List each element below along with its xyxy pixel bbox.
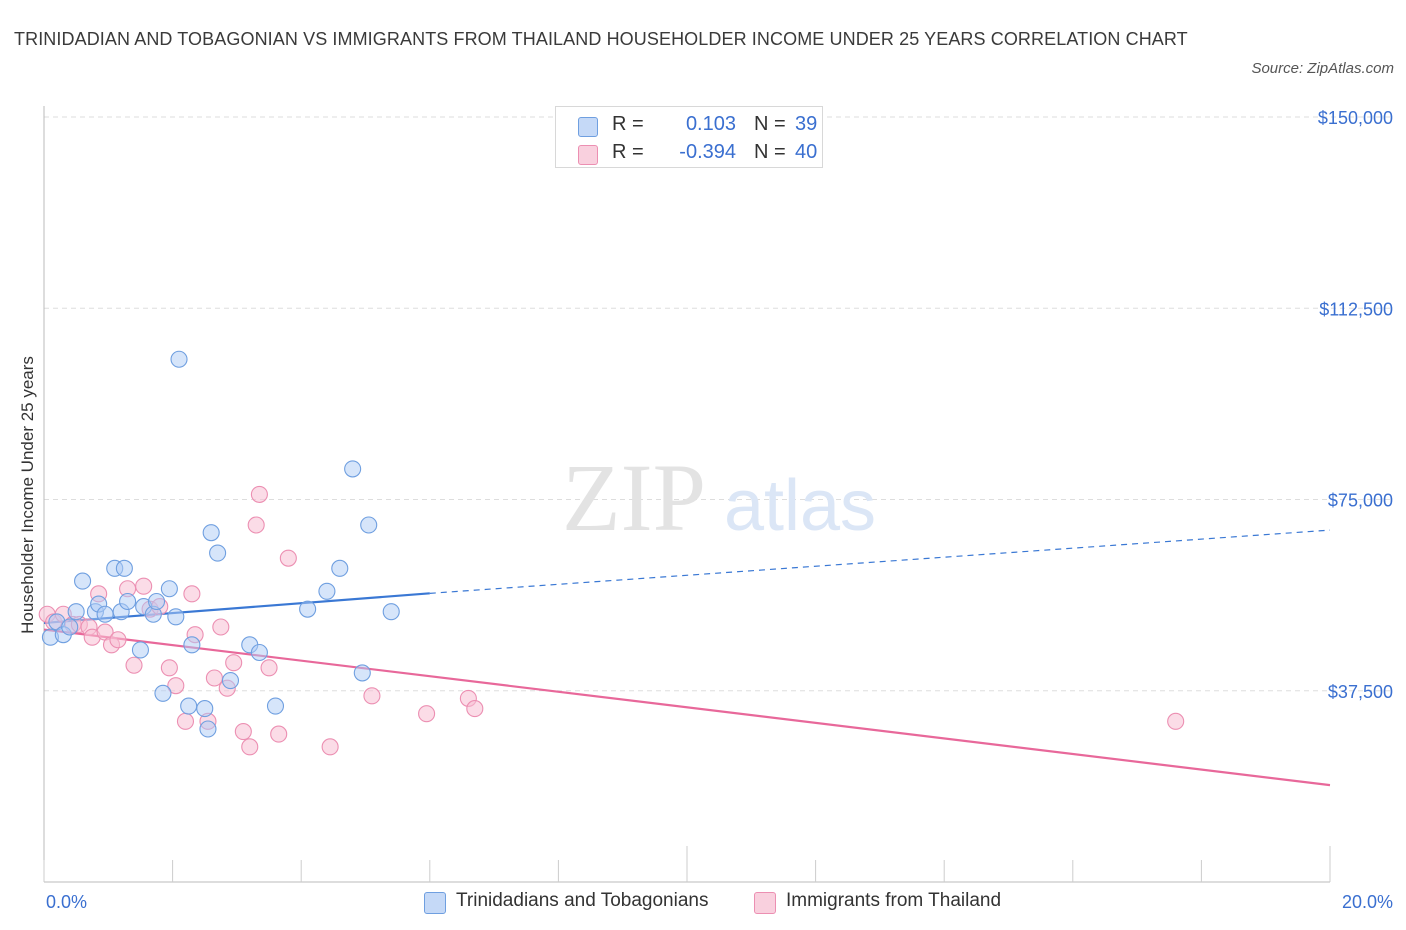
data-point-thailand	[250, 485, 268, 503]
bottom-legend-label: Trinidadians and Tobagonians	[456, 890, 709, 911]
gridlines	[44, 116, 1392, 692]
data-point-trinidadian	[221, 671, 240, 690]
data-point-thailand	[125, 656, 143, 674]
data-point-trinidadian	[67, 603, 85, 621]
data-point-thailand	[1167, 712, 1185, 730]
axes	[43, 106, 1331, 883]
data-point-thailand	[183, 585, 201, 603]
data-point-thailand	[270, 725, 288, 743]
bottom-legend-swatch-pink	[754, 892, 776, 914]
data-point-thailand	[321, 738, 339, 756]
data-point-trinidadian	[196, 700, 214, 718]
data-point-trinidadian	[170, 350, 188, 368]
bottom-legend-swatch-blue	[424, 892, 446, 914]
legend-swatch-pink	[578, 145, 598, 165]
data-point-trinidadian	[131, 641, 149, 659]
data-point-trinidadian	[61, 618, 79, 636]
data-point-trinidadian	[147, 592, 166, 611]
data-point-thailand	[212, 618, 230, 636]
data-point-thailand	[160, 659, 178, 677]
bottom-legend-label: Immigrants from Thailand	[786, 890, 1002, 911]
data-point-trinidadian	[344, 460, 362, 478]
watermark: ZIP atlas	[562, 444, 876, 551]
source-label: Source: ZipAtlas.com	[1251, 60, 1394, 77]
data-point-thailand	[234, 722, 252, 741]
legend-n-label: N =	[754, 141, 786, 163]
legend-r-value: 0.103	[685, 113, 736, 135]
data-point-trinidadian	[266, 697, 285, 715]
legend-n-label: N =	[754, 113, 786, 135]
trend-line-blue-projection	[429, 529, 1331, 594]
watermark-atlas: atlas	[724, 466, 876, 546]
data-point-trinidadian	[353, 664, 371, 682]
data-point-thailand	[363, 687, 381, 705]
data-point-trinidadian	[250, 643, 268, 662]
trend-line-pink	[43, 628, 1331, 787]
data-point-thailand	[279, 549, 297, 567]
x-tick-label: 0.0%	[46, 892, 87, 912]
data-point-thailand	[418, 705, 436, 723]
data-point-thailand	[109, 631, 127, 649]
correlation-legend: R = 0.103 N = 39 R = -0.394 N = 40	[555, 106, 823, 168]
tick-labels: $37,500 $75,000 $112,500 $150,000 0.0% 20.0% H…	[18, 108, 1393, 912]
data-point-trinidadian	[167, 608, 185, 626]
data-point-thailand	[247, 516, 265, 534]
legend-r-label: R =	[612, 141, 644, 163]
data-point-trinidadian	[202, 524, 220, 542]
data-point-trinidadian	[209, 544, 227, 562]
data-point-trinidadian	[115, 559, 133, 577]
data-point-trinidadian	[382, 603, 400, 621]
y-tick-label: $112,500	[1319, 299, 1393, 319]
data-point-trinidadian	[318, 582, 336, 600]
legend-r-label: R =	[612, 113, 644, 135]
chart-title: TRINIDADIAN AND TOBAGONIAN VS IMMIGRANTS…	[14, 29, 1188, 49]
legend-r-value: -0.394	[679, 141, 736, 163]
data-point-trinidadian	[74, 572, 92, 590]
data-point-trinidadian	[96, 605, 114, 623]
data-point-thailand	[260, 659, 278, 677]
data-point-thailand	[135, 577, 153, 595]
data-point-trinidadian	[199, 720, 217, 738]
legend-swatch-blue	[578, 117, 598, 137]
data-point-trinidadian	[180, 697, 198, 715]
y-tick-label: $150,000	[1318, 108, 1393, 128]
data-point-thailand	[205, 669, 223, 687]
data-point-trinidadian	[154, 684, 172, 702]
y-tick-label: $37,500	[1328, 682, 1393, 702]
data-point-thailand	[225, 654, 243, 672]
legend-n-value: 39	[795, 113, 818, 135]
data-point-thailand	[241, 738, 259, 756]
data-point-trinidadian	[360, 516, 378, 534]
data-points	[38, 350, 1185, 756]
data-point-thailand	[466, 700, 484, 718]
legend-n-value: 40	[795, 141, 818, 163]
data-point-thailand	[167, 677, 185, 695]
data-point-thailand	[176, 712, 195, 730]
data-point-trinidadian	[119, 592, 137, 611]
y-tick-label: $75,000	[1328, 491, 1393, 511]
x-tick-label: 20.0%	[1342, 892, 1393, 912]
data-point-trinidadian	[331, 559, 349, 577]
data-point-trinidadian	[160, 580, 178, 598]
y-axis-title: Householder Income Under 25 years	[18, 356, 37, 634]
data-point-trinidadian	[299, 600, 317, 618]
data-point-trinidadian	[183, 636, 201, 654]
watermark-zip: ZIP	[562, 444, 706, 551]
